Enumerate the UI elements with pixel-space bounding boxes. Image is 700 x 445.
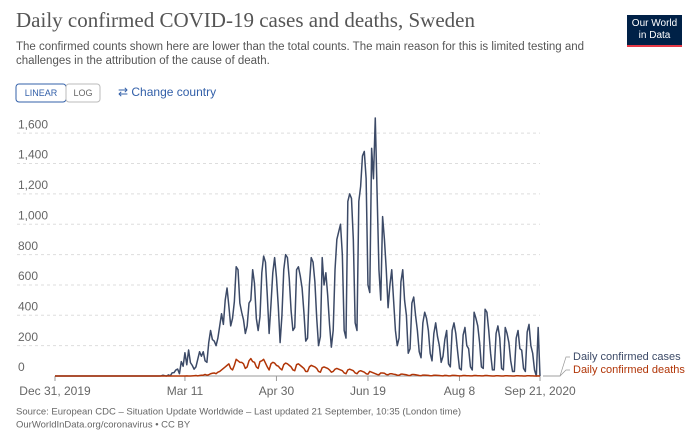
x-tick-label: Mar 11 bbox=[167, 384, 204, 398]
y-tick-label: 800 bbox=[18, 239, 38, 253]
logo-box bbox=[627, 15, 682, 47]
chart-title: Daily confirmed COVID-19 cases and death… bbox=[16, 8, 475, 32]
y-tick-label: 1,600 bbox=[18, 117, 48, 131]
series-label: Daily confirmed deaths bbox=[573, 364, 685, 376]
change-country[interactable]: ⇄ Change country bbox=[118, 85, 216, 99]
logo: Our World in Data bbox=[627, 15, 682, 47]
x-tick-label: Apr 30 bbox=[259, 384, 295, 398]
source: Source: European CDC – Situation Update … bbox=[16, 407, 461, 418]
button-label: LOG bbox=[73, 88, 92, 98]
y-tick-label: 200 bbox=[18, 330, 38, 344]
subtitle: The confirmed counts shown here are lowe… bbox=[16, 41, 584, 53]
linear-button[interactable]: LINEAR bbox=[15, 83, 67, 103]
y-tick-label: 1,400 bbox=[18, 148, 48, 162]
y-tick-label: 400 bbox=[18, 299, 38, 313]
y-tick-label: 600 bbox=[18, 269, 38, 283]
label-connector bbox=[543, 356, 570, 377]
logo-stripe bbox=[627, 45, 682, 47]
button-box bbox=[65, 83, 101, 103]
subtitle: challenges in the attribution of the cau… bbox=[16, 55, 270, 67]
button-label: LINEAR bbox=[25, 88, 58, 98]
logo-text: Our World in Data bbox=[631, 18, 678, 41]
source: OurWorldInData.org/coronavirus • CC BY bbox=[16, 420, 191, 431]
series-line bbox=[55, 117, 541, 377]
x-tick-label: Dec 31, 2019 bbox=[19, 384, 91, 398]
series-label: Daily confirmed cases bbox=[573, 351, 681, 363]
x-tick-label: Aug 8 bbox=[444, 384, 476, 398]
y-tick-label: 0 bbox=[18, 360, 25, 374]
logo-text-box: Our World in Data bbox=[631, 18, 678, 41]
x-tick-label: Jun 19 bbox=[350, 384, 386, 398]
x-tick-label: Sep 21, 2020 bbox=[504, 384, 576, 398]
label-connector bbox=[543, 369, 570, 377]
log-button[interactable]: LOG bbox=[65, 83, 101, 103]
y-tick-label: 1,200 bbox=[18, 178, 48, 192]
series-line bbox=[55, 357, 541, 377]
y-tick-label: 1,000 bbox=[18, 208, 48, 222]
